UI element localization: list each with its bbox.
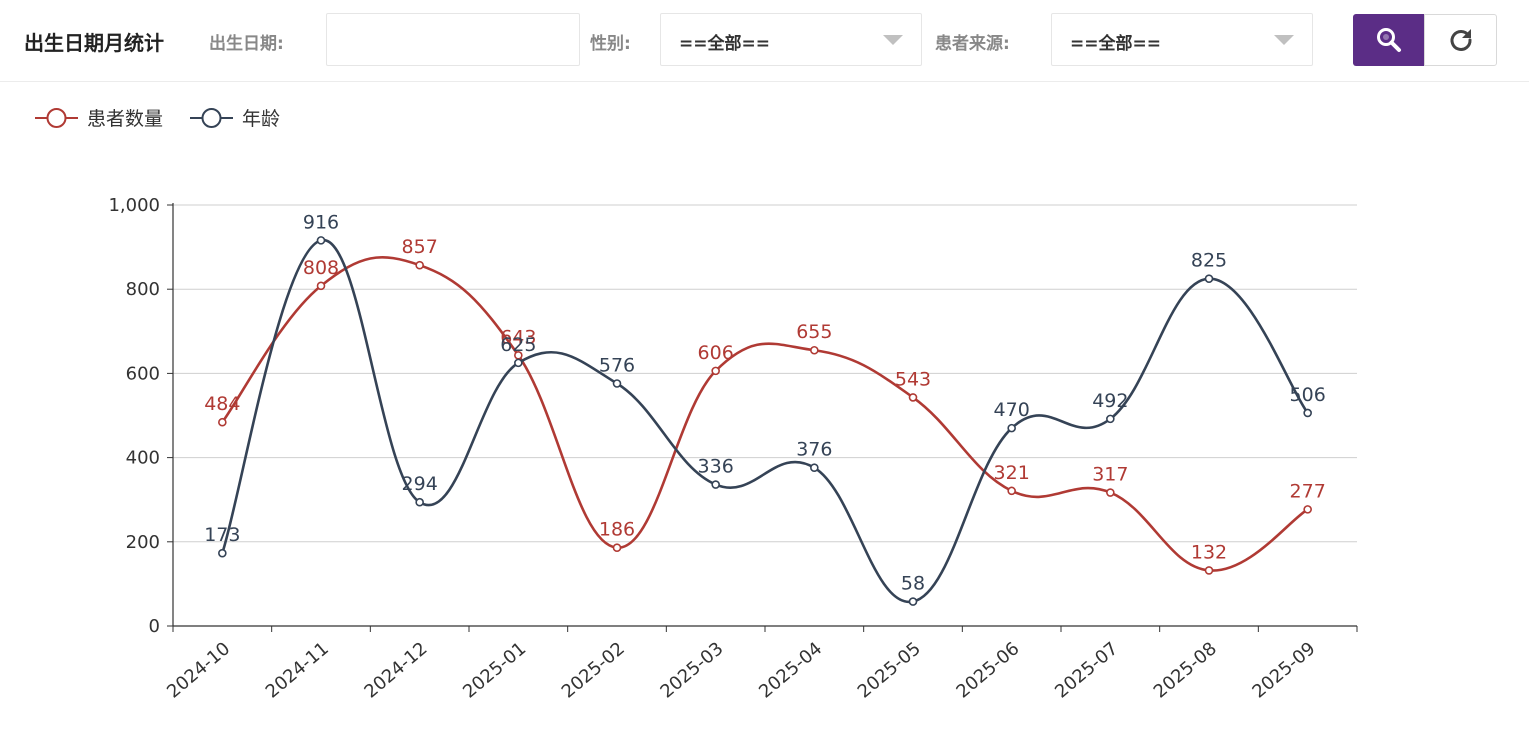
series-line bbox=[221, 239, 1309, 603]
data-label: 492 bbox=[1092, 390, 1128, 412]
search-button[interactable] bbox=[1353, 14, 1425, 66]
patient-source-select-value: ==全部== bbox=[1070, 34, 1161, 54]
x-tick-label: 2025-04 bbox=[755, 638, 826, 702]
data-label: 186 bbox=[599, 519, 635, 541]
x-tick-label: 2025-01 bbox=[459, 638, 530, 702]
legend-marker bbox=[46, 108, 67, 128]
data-label: 543 bbox=[895, 368, 931, 390]
data-label: 643 bbox=[500, 326, 536, 348]
data-point bbox=[1303, 505, 1312, 514]
gender-label: 性别: bbox=[590, 34, 631, 54]
x-tick-label: 2024-11 bbox=[262, 638, 333, 702]
data-point bbox=[1007, 423, 1016, 433]
data-point bbox=[908, 393, 918, 402]
data-label: 506 bbox=[1290, 384, 1326, 406]
data-label: 916 bbox=[303, 211, 339, 233]
data-label: 173 bbox=[204, 524, 240, 546]
y-tick-label: 1,000 bbox=[108, 195, 160, 216]
x-tick-label: 2025-07 bbox=[1051, 638, 1122, 702]
data-label: 336 bbox=[698, 456, 734, 478]
data-label: 317 bbox=[1092, 464, 1128, 486]
data-label: 606 bbox=[698, 342, 734, 364]
data-point bbox=[1106, 488, 1115, 497]
data-label: 132 bbox=[1191, 541, 1227, 563]
legend-marker bbox=[201, 108, 222, 128]
data-label: 655 bbox=[796, 321, 832, 343]
chart-data-labels: 484 808 857 643 186 606 655 543 321 317 132 277 173 9… bbox=[204, 211, 1326, 594]
data-label: 294 bbox=[402, 473, 438, 495]
data-point bbox=[810, 345, 819, 355]
data-label: 277 bbox=[1290, 480, 1326, 502]
x-tick-label: 2025-09 bbox=[1248, 638, 1319, 702]
data-point bbox=[908, 597, 918, 606]
y-tick-label: 400 bbox=[126, 448, 160, 469]
x-tick-label: 2025-08 bbox=[1150, 638, 1221, 702]
refresh-icon bbox=[1450, 29, 1472, 51]
y-tick-label: 800 bbox=[126, 279, 160, 300]
data-point bbox=[316, 281, 326, 291]
data-point bbox=[415, 260, 424, 270]
data-point bbox=[612, 543, 622, 552]
x-tick-label: 2024-12 bbox=[360, 638, 431, 702]
gender-select[interactable]: ==全部== bbox=[660, 13, 922, 66]
line-chart: 患者数量 年龄 0 200 400 600 800 1,000 2024-10 2024-11 2… bbox=[35, 108, 1358, 703]
data-label: 808 bbox=[303, 257, 339, 279]
chevron-down-icon bbox=[883, 35, 903, 45]
filter-toolbar: 出生日期月统计 出生日期: 性别: ==全部== 患者来源: ==全部== bbox=[0, 0, 1529, 82]
data-point bbox=[612, 379, 622, 388]
data-label: 321 bbox=[994, 462, 1030, 484]
x-tick-label: 2025-06 bbox=[952, 638, 1023, 702]
patient-source-select[interactable]: ==全部== bbox=[1051, 13, 1313, 66]
data-point bbox=[711, 480, 720, 489]
data-point bbox=[1204, 274, 1214, 283]
y-tick-label: 0 bbox=[149, 616, 160, 637]
data-label: 625 bbox=[500, 334, 536, 356]
x-tick-label: 2024-10 bbox=[163, 638, 234, 702]
x-tick-label: 2025-05 bbox=[854, 638, 925, 702]
chart-series bbox=[218, 236, 1312, 606]
y-tick-label: 200 bbox=[126, 532, 160, 553]
series-line bbox=[221, 256, 1309, 572]
data-point bbox=[218, 548, 227, 558]
chevron-down-icon bbox=[1274, 35, 1294, 45]
data-point bbox=[711, 366, 720, 376]
data-point bbox=[810, 463, 819, 473]
chart-grid bbox=[173, 204, 1357, 543]
legend-label: 年龄 bbox=[242, 108, 280, 130]
x-tick-label: 2025-02 bbox=[558, 638, 629, 702]
refresh-button[interactable] bbox=[1424, 14, 1497, 66]
birth-date-input[interactable] bbox=[326, 13, 580, 66]
data-label: 470 bbox=[994, 399, 1030, 421]
y-tick-label: 600 bbox=[126, 363, 160, 384]
birth-date-label: 出生日期: bbox=[209, 34, 284, 54]
data-point bbox=[415, 497, 424, 507]
data-label: 576 bbox=[599, 355, 635, 377]
data-point bbox=[316, 236, 326, 245]
x-tick-label: 2025-03 bbox=[656, 638, 727, 702]
data-label: 484 bbox=[204, 393, 240, 415]
data-point bbox=[514, 358, 523, 368]
data-point bbox=[1204, 566, 1214, 575]
data-point bbox=[1303, 408, 1312, 418]
legend-label: 患者数量 bbox=[87, 108, 163, 130]
data-point bbox=[218, 417, 227, 427]
data-label: 857 bbox=[402, 236, 438, 258]
search-icon bbox=[1377, 28, 1401, 52]
page-title: 出生日期月统计 bbox=[24, 31, 164, 55]
data-label: 376 bbox=[796, 439, 832, 461]
data-label: 825 bbox=[1191, 250, 1227, 272]
patient-source-label: 患者来源: bbox=[935, 34, 1010, 54]
chart-legend: 患者数量 年龄 bbox=[35, 108, 280, 130]
chart-axes: 0 200 400 600 800 1,000 2024-10 2024-11 2024-12 2… bbox=[108, 195, 1358, 703]
data-label: 58 bbox=[901, 573, 925, 595]
data-point bbox=[1106, 414, 1115, 424]
gender-select-value: ==全部== bbox=[679, 34, 770, 54]
data-point bbox=[1007, 486, 1016, 496]
